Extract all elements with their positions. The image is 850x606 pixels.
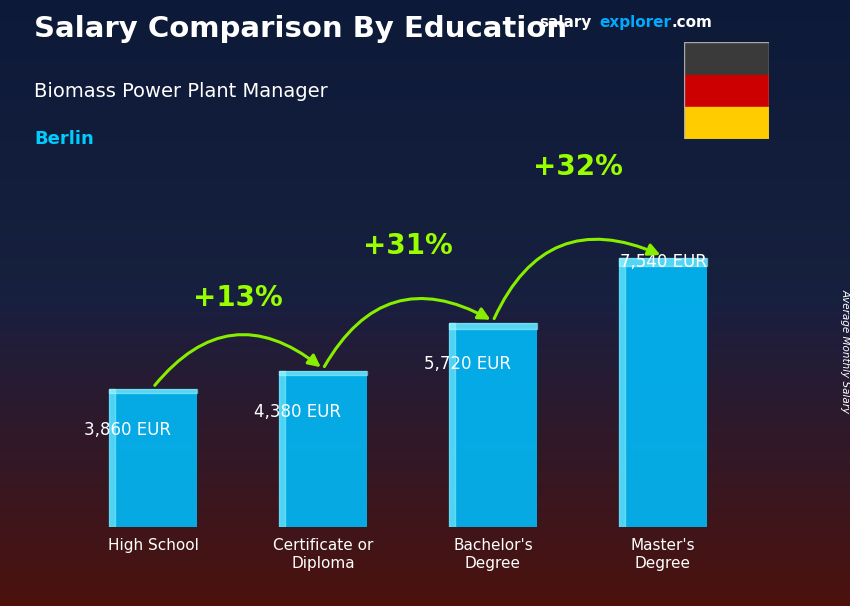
Text: Berlin: Berlin (34, 130, 94, 148)
Text: explorer: explorer (599, 15, 672, 30)
Bar (279, 371, 367, 376)
Text: +31%: +31% (363, 232, 453, 261)
Bar (449, 323, 455, 527)
Bar (109, 389, 197, 527)
Bar (684, 42, 769, 75)
Bar (109, 389, 115, 527)
Text: 4,380 EUR: 4,380 EUR (254, 403, 341, 421)
Text: +32%: +32% (533, 153, 623, 181)
Bar (619, 258, 707, 266)
Bar (279, 371, 285, 527)
Bar (449, 323, 537, 329)
Text: 7,540 EUR: 7,540 EUR (620, 253, 706, 270)
Bar (449, 323, 537, 527)
Text: Average Monthly Salary: Average Monthly Salary (841, 290, 850, 413)
Bar (279, 371, 367, 527)
Text: .com: .com (672, 15, 712, 30)
Text: salary: salary (540, 15, 592, 30)
Bar (684, 107, 769, 139)
Text: 5,720 EUR: 5,720 EUR (424, 355, 511, 373)
Bar (684, 75, 769, 107)
Bar (109, 389, 197, 393)
Text: Salary Comparison By Education: Salary Comparison By Education (34, 15, 567, 43)
Text: 3,860 EUR: 3,860 EUR (84, 422, 171, 439)
Text: Biomass Power Plant Manager: Biomass Power Plant Manager (34, 82, 328, 101)
Bar (619, 258, 625, 527)
Text: +13%: +13% (193, 284, 283, 312)
Bar (619, 258, 707, 527)
